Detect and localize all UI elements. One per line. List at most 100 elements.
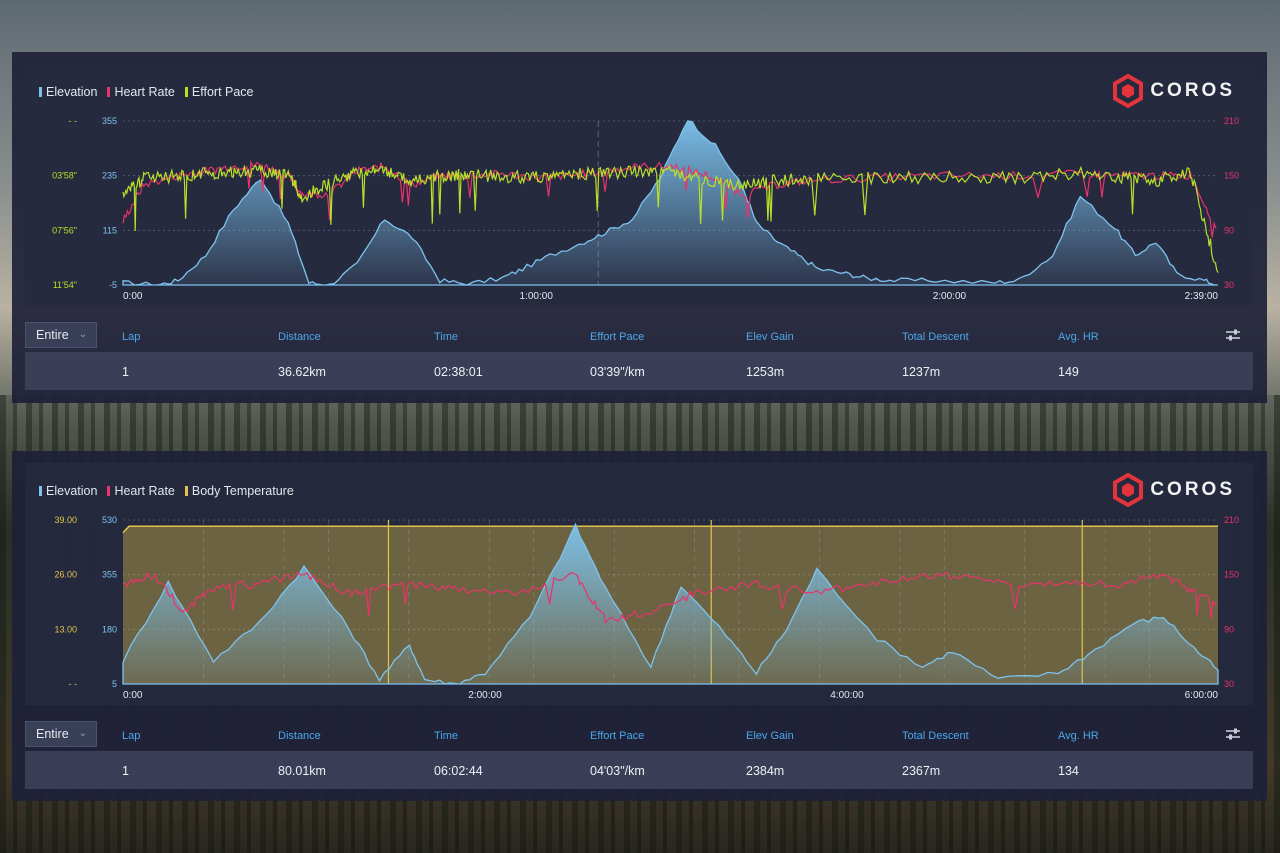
chevron-down-icon: ⌄: [78, 728, 87, 739]
lap-row-1[interactable]: 1 36.62km 02:38:01 03'39"/km 1253m 1237m…: [25, 352, 1253, 390]
legend-effort-pace[interactable]: Effort Pace: [184, 85, 254, 99]
x-tick: 2:00:00: [468, 690, 502, 701]
coros-logo-icon: [1113, 473, 1144, 507]
cell-effort-pace: 04'03"/km: [590, 764, 645, 778]
activity-panel-2: 39.00 26.00 13.00 - - 530 355 180 5 210 150 90 30 0:…: [12, 451, 1267, 801]
coros-logo: COROS: [1112, 74, 1235, 108]
col-elev-gain: Elev Gain: [746, 730, 794, 742]
cell-time: 06:02:44: [434, 764, 483, 778]
cell-time: 02:38:01: [434, 365, 483, 379]
legend-body-temperature[interactable]: Body Temperature: [184, 484, 294, 498]
col-total-descent: Total Descent: [902, 730, 969, 742]
legend-heart-rate-label: Heart Rate: [114, 484, 175, 498]
legend-heart-rate[interactable]: Heart Rate: [107, 85, 175, 99]
legend-heart-rate[interactable]: Heart Rate: [107, 484, 175, 498]
cell-distance: 36.62km: [278, 365, 326, 379]
legend-elevation[interactable]: Elevation: [39, 484, 97, 498]
chart-card-1: - - 03'58" 07'56" 11'54" 355 235 115 -5 210 150 90…: [25, 64, 1253, 306]
lap-header-row-2: Entire ⌄ Lap Distance Time Effort Pace El…: [25, 721, 1253, 751]
x-tick: 1:00:00: [520, 291, 554, 302]
y-tick-heart-rate: 210: [1224, 515, 1239, 525]
lap-row-1[interactable]: 1 80.01km 06:02:44 04'03"/km 2384m 2367m…: [25, 751, 1253, 789]
y-tick-heart-rate: 30: [1224, 679, 1234, 689]
settings-sliders-icon[interactable]: [1225, 727, 1241, 741]
col-lap: Lap: [122, 730, 141, 742]
cell-total-descent: 1237m: [902, 365, 941, 379]
y-tick-outer: 07'56": [52, 225, 77, 235]
lap-header-row-1: Entire ⌄ Lap Distance Time Effort Pace El…: [25, 322, 1253, 352]
y-tick-heart-rate: 90: [1224, 624, 1234, 634]
cell-effort-pace: 03'39"/km: [590, 365, 645, 379]
settings-sliders-icon[interactable]: [1225, 328, 1241, 342]
legend-elevation[interactable]: Elevation: [39, 85, 97, 99]
coros-logo-icon: [1113, 74, 1144, 108]
y-tick-heart-rate: 30: [1224, 280, 1234, 290]
y-tick-heart-rate: 150: [1224, 171, 1239, 181]
y-tick-heart-rate: 90: [1224, 225, 1234, 235]
series-body-temperature-area: [123, 526, 1218, 684]
cell-elev-gain: 2384m: [746, 764, 785, 778]
y-tick-heart-rate: 150: [1224, 570, 1239, 580]
series-elevation: [122, 120, 1218, 286]
col-distance: Distance: [278, 331, 321, 343]
legend-elevation-label: Elevation: [46, 484, 98, 498]
y-tick-elevation: 355: [102, 116, 117, 126]
x-tick: 6:00:00: [1185, 690, 1219, 701]
chart-2: 39.00 26.00 13.00 - - 530 355 180 5 210 150 90 30 0:…: [54, 515, 1239, 701]
coros-logo-text: COROS: [1150, 479, 1235, 500]
coros-logo: COROS: [1112, 473, 1235, 507]
legend-body-temperature-label: Body Temperature: [191, 484, 294, 498]
y-tick-elevation: 115: [103, 225, 117, 235]
range-select-value: Entire: [36, 727, 69, 741]
col-effort-pace: Effort Pace: [590, 331, 645, 343]
col-avg-hr: Avg. HR: [1058, 331, 1099, 343]
col-total-descent: Total Descent: [902, 331, 969, 343]
range-select[interactable]: Entire ⌄: [25, 322, 97, 348]
legend-elevation-label: Elevation: [46, 85, 98, 99]
y-tick-outer: - -: [69, 679, 78, 689]
legend-effort-pace-label: Effort Pace: [191, 85, 254, 99]
y-tick-elevation: 235: [102, 171, 117, 181]
y-tick-outer: 13.00: [54, 624, 77, 634]
col-avg-hr: Avg. HR: [1058, 730, 1099, 742]
chart-2-legend: Elevation Heart Rate Body Temperature: [39, 484, 294, 498]
x-tick: 2:00:00: [933, 291, 967, 302]
cell-avg-hr: 149: [1058, 365, 1079, 379]
cell-avg-hr: 134: [1058, 764, 1079, 778]
col-distance: Distance: [278, 730, 321, 742]
y-tick-elevation: 180: [102, 624, 117, 634]
legend-heart-rate-label: Heart Rate: [114, 85, 175, 99]
x-tick: 0:00: [123, 690, 143, 701]
x-tick: 2:39:00: [1185, 291, 1219, 302]
col-elev-gain: Elev Gain: [746, 331, 794, 343]
y-tick-elevation: 355: [102, 570, 117, 580]
activity-panel-1: - - 03'58" 07'56" 11'54" 355 235 115 -5 210 150 90…: [12, 52, 1267, 403]
series-effort-pace: [122, 164, 1219, 273]
cell-total-descent: 2367m: [902, 764, 941, 778]
col-effort-pace: Effort Pace: [590, 730, 645, 742]
x-tick: 0:00: [123, 291, 143, 302]
chart-1: - - 03'58" 07'56" 11'54" 355 235 115 -5 210 150 90…: [52, 116, 1239, 302]
series-body-temperature-line: [122, 525, 1218, 534]
series-heart-rate: [122, 571, 1217, 624]
cell-lap: 1: [122, 365, 129, 379]
cell-elev-gain: 1253m: [746, 365, 785, 379]
chart-card-2: 39.00 26.00 13.00 - - 530 355 180 5 210 150 90 30 0:…: [25, 463, 1253, 705]
cell-distance: 80.01km: [278, 764, 326, 778]
col-time: Time: [434, 331, 459, 343]
series-elevation: [122, 522, 1219, 685]
chart-1-legend: Elevation Heart Rate Effort Pace: [39, 85, 254, 99]
y-tick-elevation: 530: [102, 515, 117, 525]
y-tick-outer: 03'58": [52, 171, 77, 181]
range-select[interactable]: Entire ⌄: [25, 721, 97, 747]
col-lap: Lap: [122, 331, 141, 343]
col-time: Time: [434, 730, 459, 742]
y-tick-elevation: 5: [112, 679, 117, 689]
y-tick-outer: 11'54": [53, 280, 77, 290]
range-select-value: Entire: [36, 328, 69, 342]
y-tick-elevation: -5: [109, 280, 117, 290]
y-tick-outer: 39.00: [54, 515, 77, 525]
chevron-down-icon: ⌄: [78, 329, 87, 340]
cell-lap: 1: [122, 764, 129, 778]
coros-logo-text: COROS: [1150, 80, 1235, 101]
